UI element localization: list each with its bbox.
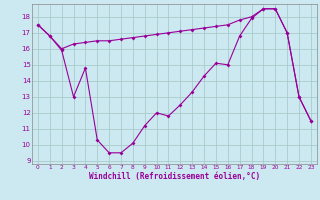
X-axis label: Windchill (Refroidissement éolien,°C): Windchill (Refroidissement éolien,°C)	[89, 172, 260, 181]
